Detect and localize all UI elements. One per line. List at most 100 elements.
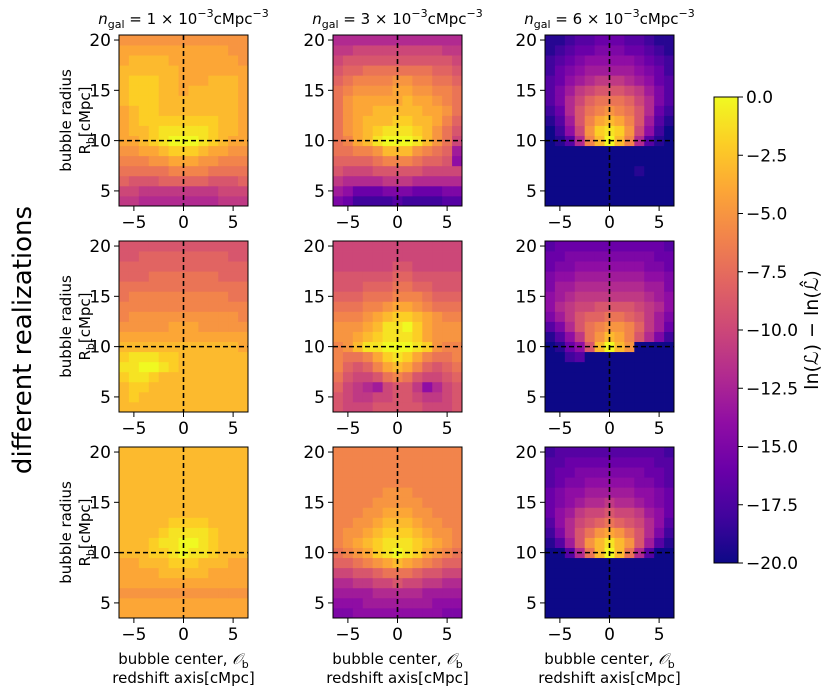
heatmap-cell [352, 115, 364, 126]
heatmap-cell [198, 567, 209, 579]
heatmap-cell [604, 165, 615, 177]
heatmap-cell [198, 447, 209, 458]
heatmap-cell [654, 281, 665, 292]
heatmap-cell [574, 251, 586, 262]
heatmap-cell [342, 341, 354, 353]
heatmap-cell [198, 241, 209, 252]
heatmap-cell [148, 351, 160, 363]
heatmap-cell [634, 371, 645, 383]
heatmap-cell [208, 587, 219, 599]
heatmap-cell [402, 391, 413, 403]
heatmap-cell [372, 351, 384, 363]
heatmap-cell [422, 185, 433, 197]
heatmap-cell [228, 517, 239, 528]
title-unit: cMpc [214, 10, 253, 28]
heatmap-cell [372, 311, 384, 322]
heatmap-cell [402, 251, 413, 262]
heatmap-cell [382, 291, 393, 302]
heatmap-cell [158, 391, 170, 403]
heatmap-cell [238, 75, 249, 86]
heatmap-cell [362, 321, 374, 332]
heatmap-cell [654, 577, 665, 589]
heatmap-cell [452, 577, 463, 589]
heatmap-cell [644, 175, 655, 187]
heatmap-cell [624, 281, 635, 292]
heatmap-cell [382, 371, 393, 383]
heatmap-cell [119, 185, 130, 197]
heatmap-cell [634, 487, 645, 498]
heatmap-cell [452, 607, 463, 619]
heatmap-cell [382, 65, 393, 76]
heatmap-cell [412, 261, 423, 272]
heatmap-cell [128, 321, 140, 332]
heatmap-cell [432, 45, 443, 56]
heatmap-cell [402, 95, 413, 106]
heatmap-cell [362, 281, 374, 292]
heatmap-cell [148, 175, 160, 187]
heatmap-cell [584, 567, 596, 579]
heatmap-cell [402, 105, 413, 116]
heatmap-cell [128, 125, 140, 136]
heatmap-cell [238, 65, 249, 76]
heatmap-cell [128, 195, 140, 207]
heatmap-cell [238, 321, 249, 332]
heatmap-cell [208, 341, 219, 353]
heatmap-cell [452, 271, 463, 282]
heatmap-cell [614, 391, 625, 403]
heatmap-cell [564, 45, 576, 56]
heatmap-cell [352, 467, 364, 478]
row-ylabel-line2: Rb[cMpc] [76, 498, 97, 566]
heatmap-cell [422, 577, 433, 589]
heatmap-cell [545, 391, 556, 403]
heatmap-cell [564, 517, 576, 528]
heatmap-cell [442, 361, 453, 373]
heatmap-cell [664, 557, 675, 569]
heatmap-cell [168, 85, 179, 96]
heatmap-cell [352, 351, 364, 363]
heatmap-cell [574, 125, 586, 136]
heatmap-cell [554, 75, 566, 86]
heatmap-cell [148, 567, 160, 579]
heatmap-cell [554, 391, 566, 403]
heatmap-cell [188, 261, 199, 272]
heatmap-cell [158, 155, 170, 167]
heatmap-cell [442, 577, 453, 589]
heatmap-cell [333, 125, 344, 136]
heatmap-cell [624, 165, 635, 177]
heatmap-cell [644, 251, 655, 262]
heatmap-cell [614, 321, 625, 332]
heatmap-cell [624, 527, 635, 538]
heatmap-cell [342, 155, 354, 167]
heatmap-cell [188, 165, 199, 177]
heatmap-cell [128, 105, 140, 116]
heatmap-cell [584, 105, 596, 116]
heatmap-cell [452, 477, 463, 488]
heatmap-cell [392, 35, 403, 46]
heatmap-cell [119, 351, 130, 363]
x-tick-label: 5 [654, 213, 665, 233]
heatmap-cell [564, 457, 576, 468]
heatmap-cell [238, 95, 249, 106]
heatmap-cell [545, 351, 556, 363]
heatmap-cell [168, 75, 179, 86]
heatmap-cell [352, 251, 364, 262]
title-unit-exp: −3 [467, 7, 483, 20]
heatmap-cell [208, 577, 219, 589]
heatmap-cell [238, 145, 249, 157]
heatmap-cell [362, 165, 374, 177]
heatmap-cell [624, 557, 635, 569]
heatmap-cell [352, 361, 364, 373]
heatmap-cell [554, 261, 566, 272]
heatmap-cell [382, 527, 393, 538]
heatmap-cell [564, 115, 576, 126]
heatmap-cell [442, 381, 453, 393]
heatmap-cell [372, 527, 384, 538]
heatmap-cell [664, 291, 675, 302]
heatmap-cell [128, 331, 140, 342]
heatmap-cell [664, 85, 675, 96]
heatmap-cell [654, 557, 665, 569]
heatmap-cell [422, 507, 433, 518]
heatmap-cell [238, 185, 249, 197]
heatmap-cell [362, 301, 374, 312]
heatmap-cell [238, 125, 249, 136]
